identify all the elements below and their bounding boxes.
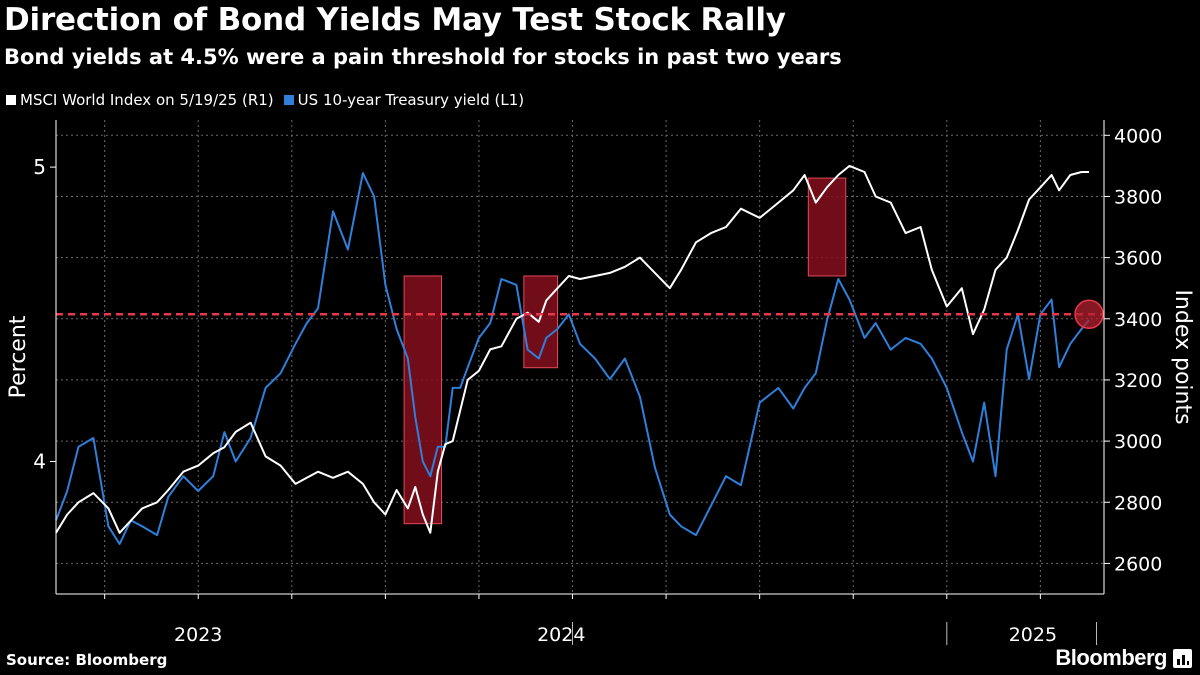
brand-name: Bloomberg	[1055, 645, 1167, 670]
left-tick-label: 4	[33, 450, 46, 474]
highlight-box	[403, 275, 443, 525]
right-tick-label: 3400	[1114, 309, 1162, 331]
x-tick-label: 2025	[1009, 624, 1057, 646]
source-note: Source: Bloomberg	[6, 651, 168, 669]
x-tick-label: 2024	[537, 624, 585, 646]
legend-label-msci: MSCI World Index on 5/19/25 (R1)	[20, 91, 274, 109]
axes: 4 5 2600 2800 3000 3200 3400 3600 3800 4000 Percen…	[6, 120, 1195, 646]
right-tick-label: 3800	[1114, 186, 1162, 208]
legend: MSCI World Index on 5/19/25 (R1) US 10-y…	[6, 91, 534, 109]
chart-subtitle: Bond yields at 4.5% were a pain threshol…	[4, 45, 842, 69]
right-tick-label: 3000	[1114, 431, 1162, 453]
x-tick-label: 2023	[174, 624, 222, 646]
right-tick-label: 3600	[1114, 248, 1162, 270]
overlays	[56, 299, 1104, 330]
legend-label-yield: US 10-year Treasury yield (L1)	[297, 91, 525, 109]
legend-item-yield: US 10-year Treasury yield (L1)	[283, 91, 525, 109]
legend-item-msci: MSCI World Index on 5/19/25 (R1)	[6, 91, 274, 109]
highlight-boxes	[403, 177, 847, 525]
bloomberg-logo-icon	[1173, 648, 1192, 668]
right-tick-label: 2600	[1114, 553, 1162, 575]
legend-swatch-msci	[6, 95, 16, 105]
left-axis-title: Percent	[6, 315, 31, 398]
right-tick-label: 3200	[1114, 370, 1162, 392]
left-tick-label: 5	[33, 155, 46, 179]
legend-swatch-yield	[283, 95, 294, 105]
grid-lines	[56, 120, 1104, 594]
right-tick-label: 4000	[1114, 125, 1162, 147]
right-axis-title: Index points	[1170, 289, 1195, 424]
series-line-msci	[55, 164, 1089, 534]
current-yield-marker	[1074, 299, 1104, 330]
bloomberg-brand: Bloomberg	[1055, 645, 1192, 671]
highlight-box	[807, 177, 847, 277]
right-tick-label: 2800	[1114, 492, 1162, 514]
series-line-yield	[55, 172, 1090, 545]
series-lines	[55, 164, 1090, 545]
chart-title: Direction of Bond Yields May Test Stock …	[4, 2, 786, 38]
